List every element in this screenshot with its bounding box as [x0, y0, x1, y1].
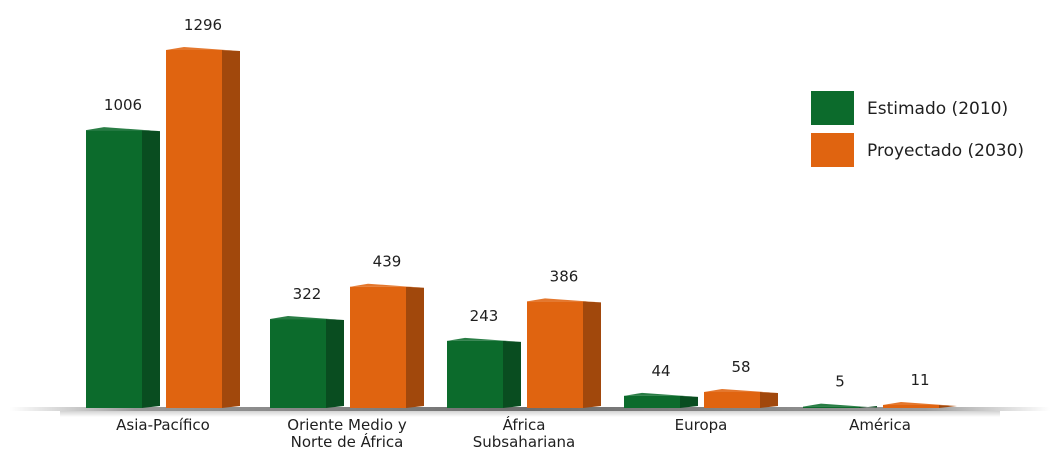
- bar-front: [270, 319, 326, 408]
- bar-front: [883, 404, 939, 408]
- bar-side: [222, 50, 240, 408]
- data-label: 11: [910, 371, 929, 389]
- bar-top: [350, 283, 424, 288]
- x-tick-label: Subsahariana: [473, 433, 575, 450]
- bar-front: [803, 406, 859, 408]
- bar-proyectado: [350, 283, 424, 408]
- data-label: 1296: [184, 16, 222, 34]
- bar-top: [166, 47, 240, 51]
- bar-front: [624, 395, 680, 408]
- chart-baseline: [10, 407, 1050, 417]
- bar-side: [406, 286, 424, 408]
- x-tick-label: Norte de África: [291, 432, 404, 450]
- bar-front: [527, 301, 583, 408]
- bar-proyectado: [527, 298, 601, 408]
- legend: Estimado (2010) Proyectado (2030): [811, 91, 1024, 167]
- bar-estimado: [624, 392, 698, 408]
- bar-side: [142, 130, 160, 408]
- bar-top: [86, 127, 160, 132]
- bar-front: [704, 391, 760, 408]
- bar-side: [939, 404, 957, 408]
- x-tick-label: África: [503, 415, 546, 434]
- bar-side: [583, 301, 601, 408]
- bar-side: [680, 395, 698, 408]
- bar-estimado: [270, 316, 344, 408]
- legend-swatch: [811, 91, 854, 125]
- bar-side: [503, 340, 521, 408]
- x-tick-label: Asia-Pacífico: [116, 416, 210, 434]
- legend-swatch: [811, 133, 854, 167]
- bar-top: [270, 316, 344, 321]
- bars-layer: [86, 47, 957, 408]
- x-tick-label: Oriente Medio y: [287, 416, 407, 434]
- legend-item: Proyectado (2030): [811, 133, 1024, 167]
- bar-front: [86, 130, 142, 408]
- bar-proyectado: [166, 47, 240, 408]
- bar-top: [624, 392, 698, 397]
- bar-estimado: [803, 403, 877, 408]
- legend-item: Estimado (2010): [811, 91, 1008, 125]
- data-label: 243: [470, 307, 499, 325]
- bar-front: [166, 50, 222, 408]
- bar-front: [350, 286, 406, 408]
- bar-proyectado: [883, 401, 957, 408]
- bar-top: [527, 298, 601, 303]
- bar-top: [883, 401, 957, 406]
- bar-side: [326, 319, 344, 408]
- data-label: 386: [550, 267, 579, 285]
- bar-top: [447, 337, 521, 342]
- data-label: 58: [731, 358, 750, 376]
- value-labels-layer: 1006 1296 322 439 243 386 44 58 5 11: [104, 16, 930, 391]
- data-label: 5: [835, 373, 845, 391]
- bar-estimado: [447, 337, 521, 408]
- data-label: 44: [651, 362, 670, 380]
- bar-side: [760, 391, 778, 408]
- bar-top: [704, 388, 778, 393]
- x-tick-label: Europa: [675, 416, 728, 434]
- data-label: 439: [373, 253, 402, 271]
- data-label: 1006: [104, 96, 142, 114]
- legend-label: Proyectado (2030): [867, 141, 1024, 161]
- bar-estimado: [86, 127, 160, 408]
- data-label: 322: [293, 285, 322, 303]
- bar-proyectado: [704, 388, 778, 408]
- bar-front: [447, 340, 503, 408]
- legend-label: Estimado (2010): [867, 99, 1008, 119]
- x-tick-label: América: [849, 416, 911, 434]
- bar-top: [803, 403, 877, 408]
